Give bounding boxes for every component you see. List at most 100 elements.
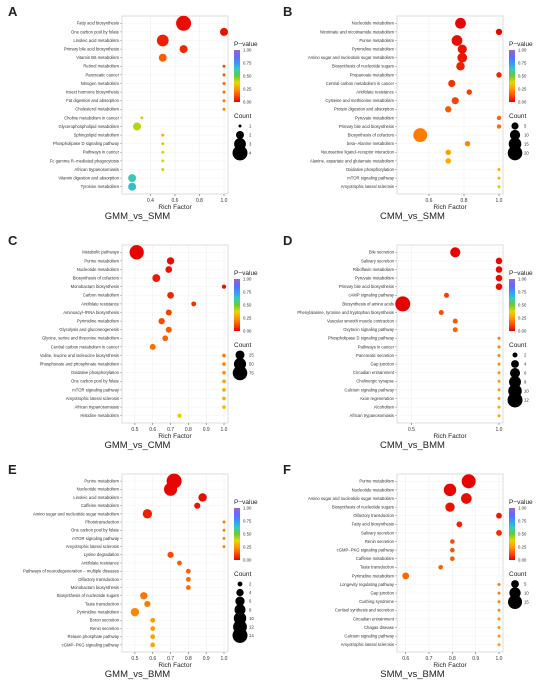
y-tick-label: Olfactory transduction [353, 513, 394, 518]
color-bar-tick-label: 0.75 [518, 61, 527, 66]
data-point [166, 257, 175, 265]
x-axis-label: Rich Factor [158, 204, 192, 211]
size-legend-label: 14 [249, 633, 254, 638]
y-tick-label: Caffeine metabolism [356, 556, 395, 561]
data-point [497, 600, 501, 604]
y-tick-label: Linoleic acid metabolism [73, 495, 119, 500]
size-legend-label: 5 [524, 582, 527, 587]
x-tick-label: 1.0 [221, 427, 228, 433]
data-point [457, 52, 468, 63]
y-tick-label: Chagas disease [364, 625, 395, 630]
y-tick-label: mTOR signaling pathway [72, 387, 120, 392]
data-point [445, 158, 451, 164]
y-tick-label: Cholinergic synapse [356, 379, 394, 384]
y-tick-label: Purine metabolism [84, 258, 119, 263]
data-point [457, 44, 467, 54]
panel-d: D 0.5 1.0 Rich Factor Bile secretion Salivar… [275, 229, 550, 458]
data-point [451, 35, 463, 46]
y-tick-label: Amino sugar and nucleotide sugar metabol… [33, 511, 120, 516]
data-point [497, 634, 501, 638]
data-point [185, 568, 191, 574]
panel-plot: 0.5 0.6 0.7 0.8 0.9 1.0 Rich Factor Purine meta… [23, 473, 258, 669]
y-tick-label: Cortisol synthesis and secretion [335, 608, 395, 613]
panel-caption: CMM_vs_SMM [380, 211, 445, 222]
y-tick-label: Olfactory transduction [78, 577, 119, 582]
y-tick-label: Glycerophospholipid metabolism [58, 124, 119, 129]
y-tick-label: Amino sugar and nucleotide sugar metabol… [308, 496, 395, 501]
data-point [161, 168, 165, 171]
color-bar-tick-label: 0.50 [518, 532, 527, 537]
y-tick-label: Taste transduction [360, 565, 395, 570]
data-point [222, 545, 226, 549]
y-tick-label: Insect hormone biosynthesis [66, 90, 119, 95]
y-tick-label: Salivary secretion [361, 258, 395, 263]
size-legend-dot [509, 367, 521, 379]
x-tick-label: 1.0 [221, 198, 228, 204]
plot-area [396, 244, 504, 424]
data-point [222, 388, 226, 392]
data-point [222, 405, 226, 409]
y-tick-label: Purine metabolism [359, 38, 394, 43]
x-tick-label: 1.0 [221, 656, 228, 662]
color-bar-tick-label: 0.00 [243, 100, 252, 105]
y-tick-label: Phototransduction [85, 519, 119, 524]
size-legend-label: 2 [249, 133, 252, 138]
size-legend-label: 6 [249, 599, 252, 604]
data-point [163, 482, 178, 496]
data-point [149, 343, 156, 350]
y-tick-label: Monobactam biosynthesis [71, 284, 119, 289]
y-tick-label: Renin secretion [90, 626, 120, 631]
size-legend-label: 8 [249, 607, 252, 612]
color-bar [234, 279, 240, 331]
data-point [461, 474, 476, 489]
size-legend-label: 10 [249, 616, 254, 621]
y-tick-label: African trypanosomiasis [75, 167, 119, 172]
size-legend-label: 25 [249, 353, 254, 358]
y-tick-label: Riboflavin metabolism [353, 267, 394, 272]
y-tick-label: Primary bile acid biosynthesis [64, 47, 119, 52]
size-legend-dot [238, 124, 242, 128]
size-legend-dot [507, 145, 523, 161]
size-legend-title: Count [234, 113, 252, 120]
y-tick-label: Central carbon metabolism in cancer [326, 81, 395, 86]
y-tick-label: Biosynthesis of cofactors [348, 133, 394, 138]
data-point [177, 413, 182, 418]
x-tick-label: 0.5 [131, 656, 138, 662]
panel-letter: C [8, 233, 18, 248]
color-bar-tick-label: 0.75 [243, 61, 252, 66]
data-point [497, 405, 501, 409]
color-bar-tick-label: 0.50 [243, 303, 252, 308]
data-point [221, 284, 227, 289]
data-point [456, 521, 463, 528]
data-point [222, 370, 226, 375]
data-point [450, 247, 461, 258]
y-tick-label: Circadian entrainment [353, 616, 395, 621]
y-tick-label: Valine, leucine and isoleucine biosynthe… [40, 353, 119, 358]
color-legend-title: P−value [234, 41, 258, 48]
data-point [497, 591, 501, 595]
data-point [165, 309, 172, 316]
data-point [495, 28, 503, 36]
size-legend-dot [512, 352, 518, 358]
color-bar-tick-label: 0.75 [518, 290, 527, 295]
data-point [496, 512, 502, 519]
panel-letter: B [283, 4, 293, 19]
y-tick-label: Oxytocin signaling pathway [343, 327, 395, 332]
x-tick-label: 0.6 [402, 656, 409, 662]
panel-caption: GMM_vs_BMM [104, 669, 171, 680]
y-tick-label: Biosynthesis of nucleotide sugars [332, 505, 394, 510]
y-tick-label: Fatty acid biosynthesis [77, 21, 119, 26]
data-point [198, 493, 207, 502]
y-tick-label: One carbon pool by folate [71, 528, 120, 533]
data-point [150, 617, 156, 623]
y-tick-label: African trypanosomiasis [75, 405, 119, 410]
panel-e: E 0.5 0.6 0.7 0.8 0.9 1.0 Rich Factor Purine me… [0, 458, 275, 687]
data-point [452, 318, 458, 324]
panel-b: B 0.6 0.8 1.0 Rich Factor Nucleotide metabol… [275, 0, 550, 229]
data-point [222, 396, 226, 401]
x-tick-label: 1.0 [496, 427, 503, 433]
x-axis-label: Rich Factor [158, 433, 192, 440]
size-legend-dot [234, 604, 246, 616]
data-point [222, 107, 226, 111]
y-tick-label: Antifolate resistance [81, 301, 119, 306]
